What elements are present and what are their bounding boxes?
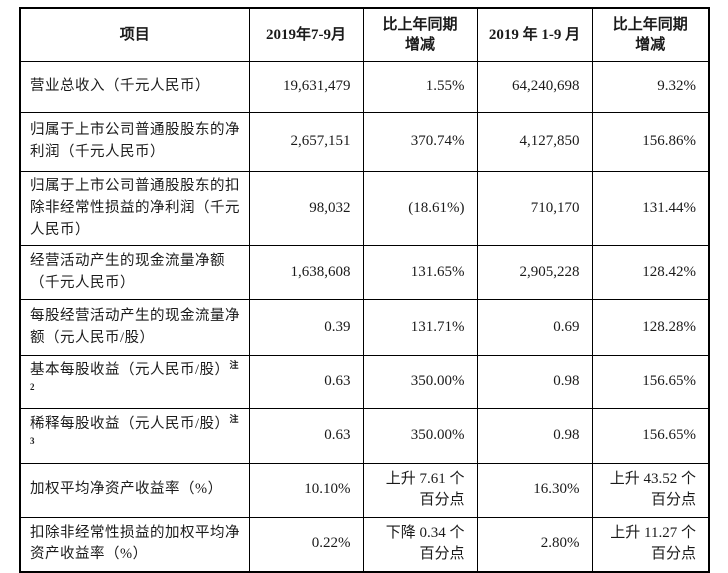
ytd-change-cell: 128.28% bbox=[591, 299, 710, 357]
ytd-change-cell: 156.86% bbox=[591, 112, 710, 172]
ytd-value-cell: 4,127,850 bbox=[476, 112, 593, 172]
item-label: 营业总收入（千元人民币） bbox=[30, 78, 210, 95]
item-label: 稀释每股收益（元人民币/股） bbox=[30, 416, 230, 432]
q3-change-cell: 131.71% bbox=[362, 299, 478, 357]
item-cell: 归属于上市公司普通股股东的净利润（千元人民币） bbox=[19, 112, 250, 172]
ytd-value-cell: 0.98 bbox=[476, 355, 593, 409]
item-label: 扣除非经常性损益的加权平均净资产收益率（%） bbox=[30, 524, 240, 563]
table-row: 营业总收入（千元人民币） 19,631,479 1.55% 64,240,698… bbox=[19, 61, 710, 113]
ytd-change-cell: 156.65% bbox=[591, 355, 710, 409]
table-row: 基本每股收益（元人民币/股）注 2 0.63 350.00% 0.98 156.… bbox=[19, 355, 710, 409]
item-label: 每股经营活动产生的现金流量净额（元人民币/股） bbox=[30, 308, 240, 346]
ytd-value-cell: 2.80% bbox=[476, 516, 593, 573]
q3-change-cell: 131.65% bbox=[362, 245, 478, 301]
item-cell: 基本每股收益（元人民币/股）注 2 bbox=[19, 355, 250, 409]
q3-change-cell: 350.00% bbox=[362, 355, 478, 409]
col-header-ytd-yoy-change: 比上年同期 增减 bbox=[591, 7, 710, 62]
ytd-value-cell: 710,170 bbox=[476, 170, 593, 247]
q3-change-cell: 1.55% bbox=[362, 61, 478, 113]
ytd-value-cell: 64,240,698 bbox=[476, 61, 593, 113]
item-cell: 扣除非经常性损益的加权平均净资产收益率（%） bbox=[19, 516, 250, 573]
item-cell: 经营活动产生的现金流量净额（千元人民币） bbox=[19, 245, 250, 301]
item-cell: 加权平均净资产收益率（%） bbox=[19, 462, 250, 518]
table-row: 稀释每股收益（元人民币/股）注 3 0.63 350.00% 0.98 156.… bbox=[19, 407, 710, 464]
q3-change-cell: 370.74% bbox=[362, 112, 478, 172]
q3-change-cell: 350.00% bbox=[362, 407, 478, 464]
item-label: 归属于上市公司普通股股东的扣除非经常性损益的净利润（千元人民币） bbox=[30, 178, 240, 238]
q3-value-cell: 10.10% bbox=[248, 462, 364, 518]
col-header-q3-yoy-change: 比上年同期 增减 bbox=[362, 7, 478, 62]
table-row: 归属于上市公司普通股股东的扣除非经常性损益的净利润（千元人民币） 98,032 … bbox=[19, 170, 710, 247]
footnote-ref: 注 2 bbox=[30, 360, 239, 393]
q3-value-cell: 1,638,608 bbox=[248, 245, 364, 301]
item-cell: 每股经营活动产生的现金流量净额（元人民币/股） bbox=[19, 299, 250, 357]
col-header-item: 项目 bbox=[19, 7, 250, 62]
q3-value-cell: 0.63 bbox=[248, 407, 364, 464]
ytd-change-cell: 128.42% bbox=[591, 245, 710, 301]
q3-value-cell: 0.22% bbox=[248, 516, 364, 573]
item-cell: 稀释每股收益（元人民币/股）注 3 bbox=[19, 407, 250, 464]
ytd-value-cell: 2,905,228 bbox=[476, 245, 593, 301]
table-row: 加权平均净资产收益率（%） 10.10% 上升 7.61 个 百分点 16.30… bbox=[19, 462, 710, 518]
item-label: 经营活动产生的现金流量净额（千元人民币） bbox=[30, 253, 225, 291]
table-row: 经营活动产生的现金流量净额（千元人民币） 1,638,608 131.65% 2… bbox=[19, 245, 710, 301]
footnote-ref: 注 3 bbox=[30, 414, 239, 446]
q3-value-cell: 19,631,479 bbox=[248, 61, 364, 113]
table-row: 归属于上市公司普通股股东的净利润（千元人民币） 2,657,151 370.74… bbox=[19, 112, 710, 172]
header-row: 项目 2019年7-9月 比上年同期 增减 2019 年 1-9 月 比上年同期… bbox=[19, 7, 710, 62]
item-label: 加权平均净资产收益率（%） bbox=[30, 481, 223, 498]
table-row: 每股经营活动产生的现金流量净额（元人民币/股） 0.39 131.71% 0.6… bbox=[19, 299, 710, 357]
item-label: 基本每股收益（元人民币/股） bbox=[30, 362, 230, 379]
item-cell: 归属于上市公司普通股股东的扣除非经常性损益的净利润（千元人民币） bbox=[19, 170, 250, 247]
ytd-change-cell: 上升 11.27 个 百分点 bbox=[591, 516, 710, 573]
ytd-change-cell: 156.65% bbox=[591, 407, 710, 464]
ytd-change-cell: 131.44% bbox=[591, 170, 710, 247]
col-header-ytd-period: 2019 年 1-9 月 bbox=[476, 7, 593, 62]
q3-change-cell: 下降 0.34 个 百分点 bbox=[362, 516, 478, 573]
ytd-value-cell: 16.30% bbox=[476, 462, 593, 518]
table-header: 项目 2019年7-9月 比上年同期 增减 2019 年 1-9 月 比上年同期… bbox=[19, 7, 710, 62]
q3-value-cell: 0.39 bbox=[248, 299, 364, 357]
q3-value-cell: 0.63 bbox=[248, 355, 364, 409]
item-label: 归属于上市公司普通股股东的净利润（千元人民币） bbox=[30, 122, 240, 160]
ytd-value-cell: 0.98 bbox=[476, 407, 593, 464]
col-header-q3-period: 2019年7-9月 bbox=[248, 7, 364, 62]
table-body: 营业总收入（千元人民币） 19,631,479 1.55% 64,240,698… bbox=[19, 61, 710, 573]
ytd-change-cell: 9.32% bbox=[591, 61, 710, 113]
q3-change-cell: 上升 7.61 个 百分点 bbox=[362, 462, 478, 518]
item-cell: 营业总收入（千元人民币） bbox=[19, 61, 250, 113]
q3-value-cell: 98,032 bbox=[248, 170, 364, 247]
financial-summary-table: 项目 2019年7-9月 比上年同期 增减 2019 年 1-9 月 比上年同期… bbox=[19, 7, 710, 573]
ytd-value-cell: 0.69 bbox=[476, 299, 593, 357]
ytd-change-cell: 上升 43.52 个 百分点 bbox=[591, 462, 710, 518]
q3-change-cell: (18.61%) bbox=[362, 170, 478, 247]
q3-value-cell: 2,657,151 bbox=[248, 112, 364, 172]
table-row: 扣除非经常性损益的加权平均净资产收益率（%） 0.22% 下降 0.34 个 百… bbox=[19, 516, 710, 573]
